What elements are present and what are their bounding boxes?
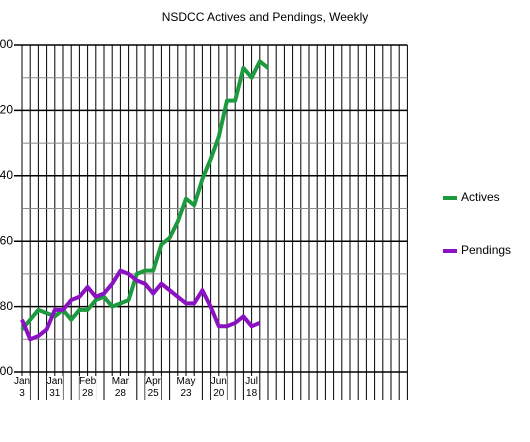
label-bg <box>0 38 14 52</box>
legend-label: Actives <box>461 190 500 204</box>
legend-label: Pendings <box>461 243 511 257</box>
x-tick-label: Jan 3 <box>13 376 31 400</box>
x-tick-label: Mar 28 <box>111 376 130 400</box>
y-tick-label: 80 <box>0 299 13 313</box>
y-tick-label: 40 <box>0 168 13 182</box>
chart-title: NSDCC Actives and Pendings, Weekly <box>162 10 369 24</box>
label-bg <box>0 234 14 249</box>
x-tick-label: Feb 28 <box>78 376 97 400</box>
y-tick-label: 00 <box>0 364 13 378</box>
label-bg <box>0 299 14 314</box>
label-bg <box>0 103 14 118</box>
x-tick-label: Jan 31 <box>46 376 63 400</box>
y-tick-label: 20 <box>0 103 13 117</box>
y-tick-label: 60 <box>0 233 13 247</box>
x-tick-label: May 23 <box>176 376 196 400</box>
label-bg <box>0 168 14 183</box>
series-line <box>20 268 261 342</box>
x-tick-label: Jul 18 <box>245 376 258 400</box>
label-bg <box>0 365 14 379</box>
x-tick-label: Jun 20 <box>210 376 227 400</box>
y-tick-label: 00 <box>0 37 13 51</box>
x-tick-label: Apr 25 <box>145 376 161 400</box>
